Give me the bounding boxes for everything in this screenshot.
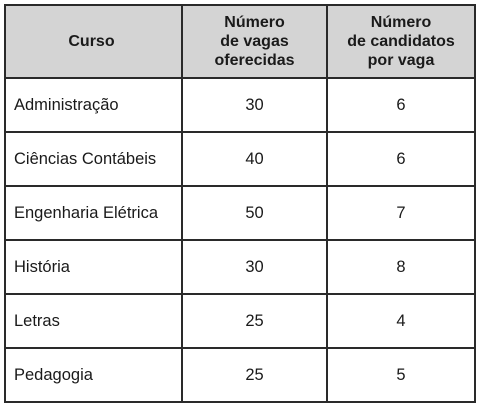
cell-vacancies: 50 (181, 185, 328, 241)
courses-table: Curso Número de vagas oferecidas Número … (4, 4, 476, 403)
cell-candidates: 5 (326, 347, 476, 403)
header-vacancies-line-2: de vagas (220, 33, 289, 50)
header-vacancies-line-1: Número (224, 14, 285, 31)
table-row: Administração 30 6 (4, 77, 476, 133)
cell-course: Letras (4, 293, 183, 349)
header-row: Curso Número de vagas oferecidas Número … (4, 4, 476, 79)
table-row: Pedagogia 25 5 (4, 347, 476, 403)
header-candidates-line-2: de candidatos (347, 33, 455, 50)
cell-candidates: 6 (326, 131, 476, 187)
cell-candidates: 8 (326, 239, 476, 295)
header-course: Curso (4, 4, 183, 79)
cell-vacancies: 25 (181, 347, 328, 403)
header-candidates-line-3: por vaga (367, 52, 435, 69)
header-vacancies: Número de vagas oferecidas (181, 4, 328, 79)
cell-vacancies: 40 (181, 131, 328, 187)
header-candidates-line-1: Número (370, 14, 432, 31)
cell-vacancies: 30 (181, 77, 328, 133)
courses-table-container: Curso Número de vagas oferecidas Número … (4, 4, 476, 403)
header-course-label: Curso (68, 33, 115, 50)
cell-vacancies: 25 (181, 293, 328, 349)
header-candidates: Número de candidatos por vaga (326, 4, 476, 79)
cell-course: História (4, 239, 183, 295)
header-vacancies-line-3: oferecidas (214, 52, 295, 69)
cell-vacancies: 30 (181, 239, 328, 295)
table-row: Engenharia Elétrica 50 7 (4, 185, 476, 241)
cell-candidates: 6 (326, 77, 476, 133)
table-row: História 30 8 (4, 239, 476, 295)
cell-course: Ciências Contábeis (4, 131, 183, 187)
cell-candidates: 4 (326, 293, 476, 349)
cell-course: Administração (4, 77, 183, 133)
cell-candidates: 7 (326, 185, 476, 241)
table-row: Ciências Contábeis 40 6 (4, 131, 476, 187)
cell-course: Engenharia Elétrica (4, 185, 183, 241)
cell-course: Pedagogia (4, 347, 183, 403)
table-row: Letras 25 4 (4, 293, 476, 349)
